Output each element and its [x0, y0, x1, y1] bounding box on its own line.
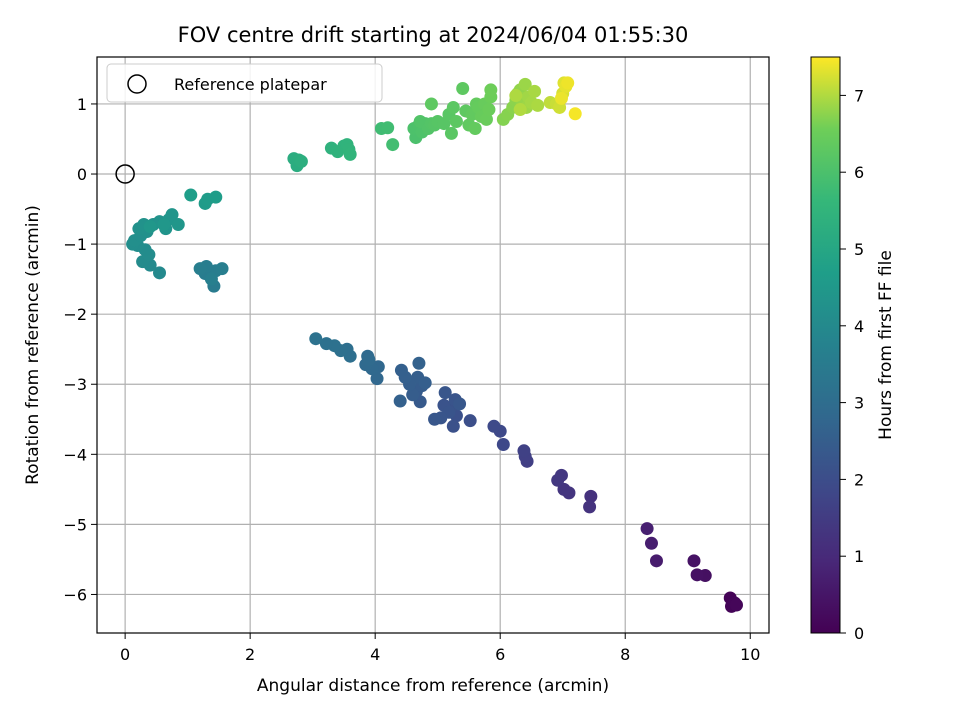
- data-point: [343, 147, 357, 161]
- data-point: [157, 217, 171, 231]
- data-point: [449, 114, 463, 128]
- data-point: [406, 388, 420, 402]
- legend-marker: [127, 74, 147, 94]
- data-point: [584, 489, 598, 503]
- data-point: [444, 126, 458, 140]
- y-axis-ticks: 1 0 −1 −2 −3 −4 −5 −6: [63, 95, 97, 604]
- x-tick-label: 0: [120, 645, 130, 664]
- y-tick-label: −6: [63, 585, 87, 604]
- data-point: [393, 394, 407, 408]
- data-point: [394, 363, 408, 377]
- data-point: [568, 107, 582, 121]
- x-tick-label: 4: [370, 645, 380, 664]
- data-point: [209, 190, 223, 204]
- data-point: [557, 482, 571, 496]
- data-point: [487, 419, 501, 433]
- colorbar-tick-label: 2: [854, 470, 864, 489]
- data-point: [446, 419, 460, 433]
- data-point: [309, 332, 323, 346]
- x-axis-ticks: 0 2 4 6 8 10: [120, 633, 760, 664]
- data-point: [153, 266, 167, 280]
- grid: [97, 57, 769, 633]
- reference-platepar-marker: [115, 164, 135, 184]
- y-tick-label: 1: [77, 95, 87, 114]
- data-point: [424, 97, 438, 111]
- data-point: [193, 262, 207, 276]
- colorbar-tick-label: 3: [854, 394, 864, 413]
- data-point: [468, 121, 482, 135]
- data-points: [126, 76, 743, 613]
- colorbar-ticks: 0 1 2 3 4 5 6 7: [840, 86, 864, 643]
- colorbar-tick-label: 4: [854, 317, 864, 336]
- data-point: [531, 98, 545, 112]
- data-point: [518, 77, 532, 91]
- data-point: [412, 356, 426, 370]
- data-point: [561, 76, 575, 90]
- data-point: [204, 272, 218, 286]
- data-point: [143, 220, 157, 234]
- colorbar-tick-label: 6: [854, 163, 864, 182]
- x-tick-label: 8: [620, 645, 630, 664]
- data-point: [484, 83, 498, 97]
- data-point: [513, 103, 527, 117]
- data-point: [294, 154, 308, 168]
- data-point: [517, 444, 531, 458]
- data-point: [509, 89, 523, 103]
- x-tick-label: 2: [245, 645, 255, 664]
- colorbar: [810, 56, 841, 634]
- y-axis-label: Rotation from reference (arcmin): [23, 205, 43, 485]
- data-point: [687, 554, 701, 568]
- y-tick-label: −5: [63, 515, 87, 534]
- x-tick-label: 6: [495, 645, 505, 664]
- y-tick-label: 0: [77, 165, 87, 184]
- data-point: [453, 397, 467, 411]
- data-point: [362, 353, 376, 367]
- data-point: [583, 500, 597, 514]
- data-point: [482, 103, 496, 117]
- colorbar-label: Hours from first FF file: [876, 250, 896, 440]
- legend: Reference platepar: [106, 63, 383, 103]
- y-tick-label: −2: [63, 305, 87, 324]
- data-point: [463, 414, 477, 428]
- legend-box: [106, 63, 383, 103]
- y-tick-label: −1: [63, 235, 87, 254]
- y-tick-label: −4: [63, 445, 87, 464]
- data-point: [438, 386, 452, 400]
- data-point: [729, 598, 743, 612]
- x-axis-label: Angular distance from reference (arcmin): [257, 676, 609, 696]
- data-point: [551, 473, 565, 487]
- data-point: [319, 337, 333, 351]
- data-point: [528, 84, 542, 98]
- colorbar-tick-label: 1: [854, 547, 864, 566]
- data-point: [446, 100, 460, 114]
- data-point: [496, 438, 510, 452]
- data-point: [184, 188, 198, 202]
- x-tick-label: 10: [740, 645, 760, 664]
- data-point: [165, 208, 179, 222]
- legend-entry: Reference platepar: [174, 75, 327, 94]
- data-point: [479, 112, 493, 126]
- colorbar-tick-label: 0: [854, 624, 864, 643]
- data-point: [644, 536, 658, 550]
- data-point: [171, 217, 185, 231]
- y-tick-label: −3: [63, 375, 87, 394]
- chart-title: FOV centre drift starting at 2024/06/04 …: [178, 23, 689, 47]
- colorbar-tick-label: 5: [854, 240, 864, 259]
- data-point: [690, 568, 704, 582]
- data-point: [418, 376, 432, 390]
- data-point: [381, 121, 395, 135]
- data-point: [456, 82, 470, 96]
- data-point: [428, 412, 442, 426]
- plot-frame: [96, 56, 770, 634]
- data-point: [215, 262, 229, 276]
- data-point: [640, 522, 654, 536]
- data-point: [649, 554, 663, 568]
- colorbar-tick-label: 7: [854, 86, 864, 105]
- data-point: [386, 138, 400, 152]
- data-point: [554, 91, 568, 105]
- data-point: [370, 372, 384, 386]
